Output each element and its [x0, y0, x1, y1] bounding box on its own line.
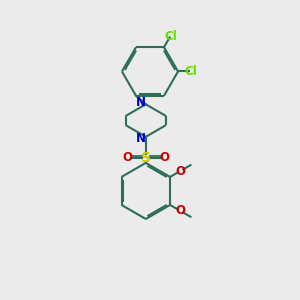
Text: Cl: Cl: [164, 30, 177, 43]
Text: N: N: [136, 96, 146, 110]
Text: Cl: Cl: [184, 65, 197, 78]
Text: S: S: [141, 151, 151, 165]
Text: O: O: [175, 204, 185, 218]
Text: N: N: [136, 132, 146, 145]
Text: O: O: [175, 164, 185, 178]
Text: O: O: [159, 152, 169, 164]
Text: O: O: [123, 152, 133, 164]
